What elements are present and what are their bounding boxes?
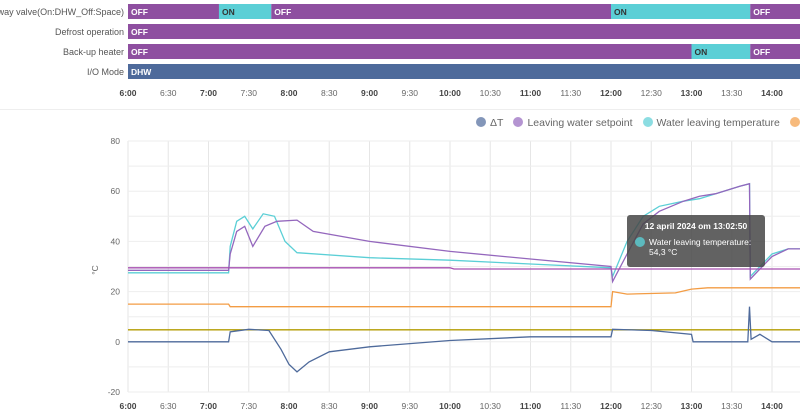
legend-item-delta-t[interactable]: ΔT <box>476 117 503 129</box>
x-tick-label: 13:00 <box>681 88 703 98</box>
timeline-segment <box>218 4 272 19</box>
x-tick-label: 12:30 <box>641 401 663 411</box>
legend-item-other[interactable]: O <box>789 117 800 129</box>
legend-dot <box>513 117 524 127</box>
segment-label: OFF <box>131 27 148 37</box>
x-tick-label: 11:30 <box>560 401 581 411</box>
segment-label: OFF <box>274 7 291 17</box>
segment-label: ON <box>222 7 235 17</box>
y-tick-label: 60 <box>111 186 121 196</box>
x-tick-label: 11:00 <box>520 401 542 411</box>
timeline-segment <box>128 4 219 19</box>
x-tick-label: 12:30 <box>641 88 663 98</box>
x-tick-label: 13:30 <box>721 401 743 411</box>
x-tick-label: 14:00 <box>761 88 783 98</box>
segment-label: ON <box>695 47 708 57</box>
x-tick-label: 8:30 <box>321 401 338 411</box>
x-tick-label: 7:30 <box>240 401 257 411</box>
segment-label: OFF <box>753 7 770 17</box>
x-tick-label: 14:00 <box>761 401 783 411</box>
x-tick-label: 6:00 <box>119 401 136 411</box>
segment-label: OFF <box>753 47 770 57</box>
x-tick-label: 7:00 <box>200 88 217 98</box>
tooltip-dot <box>635 237 645 247</box>
tooltip-title: 12 april 2024 om 13:02:50 <box>644 221 748 231</box>
x-tick-label: 6:00 <box>119 88 136 98</box>
y-tick-label: 0 <box>115 337 120 347</box>
x-tick-label: 9:00 <box>361 88 378 98</box>
x-tick-label: 7:00 <box>200 401 217 411</box>
x-tick-label: 10:00 <box>439 401 461 411</box>
row-label: I/O Mode <box>87 67 124 77</box>
tooltip: 12 april 2024 om 13:02:50 Water leaving … <box>627 215 765 267</box>
row-label: 3way valve(On:DHW_Off:Space) <box>0 7 124 17</box>
row-label: Defrost operation <box>55 27 124 37</box>
row-label: Back-up heater <box>63 47 124 57</box>
segment-label: OFF <box>131 47 148 57</box>
x-tick-label: 9:00 <box>361 401 378 411</box>
timeline-segment <box>271 4 611 19</box>
timeline-segment <box>128 44 692 59</box>
x-tick-label: 8:30 <box>321 88 338 98</box>
timeline-segment <box>750 4 800 19</box>
x-tick-label: 10:30 <box>480 401 502 411</box>
x-tick-label: 12:00 <box>600 401 622 411</box>
x-tick-label: 6:30 <box>160 88 177 98</box>
legend-dot <box>476 117 486 127</box>
x-tick-label: 8:00 <box>280 88 297 98</box>
series-line <box>128 267 800 270</box>
x-tick-label: 11:00 <box>520 88 542 98</box>
timeline-segment <box>691 44 751 59</box>
y-tick-label: -20 <box>108 387 121 397</box>
legend-item-setpoint[interactable]: Leaving water setpoint <box>513 117 633 129</box>
x-tick-label: 9:30 <box>401 401 418 411</box>
segment-label: OFF <box>131 7 148 17</box>
legend-dot <box>642 117 653 127</box>
timeline-chart: 3way valve(On:DHW_Off:Space) OFF ON OFF ON OF… <box>0 4 800 110</box>
timeline-segment <box>611 4 751 19</box>
timeline-segment <box>128 64 800 79</box>
legend-dot <box>789 117 800 127</box>
y-tick-label: 20 <box>111 287 121 297</box>
segment-label: DHW <box>131 67 152 77</box>
timeline-segment <box>128 24 800 39</box>
x-tick-label: 10:00 <box>439 88 461 98</box>
series-line <box>128 306 800 373</box>
chart-legend: ΔT Leaving water setpoint Water leaving … <box>476 117 800 129</box>
y-tick-label: 40 <box>111 236 121 246</box>
x-tick-label: 8:00 <box>280 401 297 411</box>
x-tick-label: 13:00 <box>681 401 703 411</box>
timeline-segment <box>750 44 800 59</box>
x-tick-label: 10:30 <box>480 88 502 98</box>
y-tick-label: 80 <box>111 136 121 146</box>
tooltip-series: Water leaving temperature: <box>649 237 752 247</box>
x-tick-label: 11:30 <box>560 88 581 98</box>
y-axis-label: °C <box>90 265 100 275</box>
x-tick-label: 7:30 <box>240 88 257 98</box>
x-tick-label: 9:30 <box>401 88 418 98</box>
tooltip-value: 54,3 °C <box>649 247 678 257</box>
x-tick-label: 6:30 <box>160 401 177 411</box>
series-line <box>128 287 800 308</box>
x-tick-label: 12:00 <box>600 88 622 98</box>
x-tick-label: 13:30 <box>721 88 743 98</box>
legend-item-water-leaving[interactable]: Water leaving temperature <box>642 117 780 129</box>
segment-label: ON <box>614 7 627 17</box>
